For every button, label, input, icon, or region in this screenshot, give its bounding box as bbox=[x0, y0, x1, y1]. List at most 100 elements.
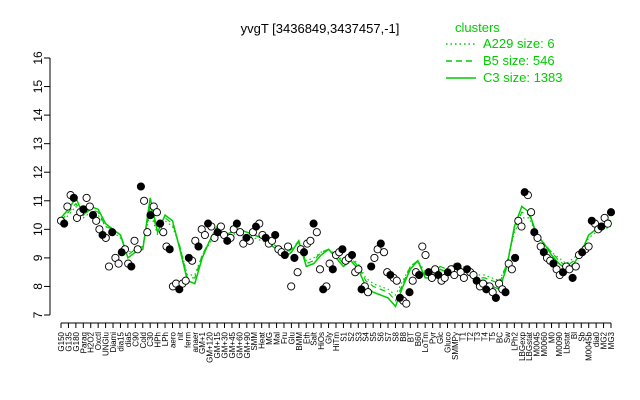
data-point bbox=[181, 276, 190, 285]
data-point-filled bbox=[280, 251, 289, 259]
data-point-filled bbox=[261, 234, 270, 242]
data-point bbox=[216, 222, 225, 231]
data-point-filled bbox=[338, 245, 347, 254]
data-point-filled bbox=[444, 268, 452, 277]
data-point-filled bbox=[386, 271, 395, 279]
data-point bbox=[507, 265, 516, 274]
x-tick-label: GM+60 bbox=[235, 331, 244, 358]
data-point-filled bbox=[156, 219, 164, 228]
x-tick-label: anaer bbox=[191, 332, 200, 353]
x-tick-label: M0045b bbox=[585, 331, 594, 360]
data-point-filled bbox=[319, 285, 328, 294]
x-tick-label: dia15 bbox=[116, 331, 125, 351]
data-point bbox=[533, 233, 542, 242]
data-point-filled bbox=[194, 242, 203, 251]
data-point-filled bbox=[233, 219, 241, 228]
data-point bbox=[379, 248, 389, 257]
y-tick-label: 16 bbox=[31, 51, 45, 65]
data-point-filled bbox=[165, 245, 174, 254]
data-point bbox=[130, 236, 139, 245]
x-tick-label: Cold bbox=[139, 332, 148, 348]
data-point bbox=[418, 242, 427, 251]
x-tick-label: BT bbox=[406, 332, 415, 342]
data-point-filled bbox=[348, 251, 356, 259]
x-tick-label: HiTm bbox=[332, 332, 341, 351]
x-tick-label: T3 bbox=[473, 331, 482, 341]
x-tick-label: B60 bbox=[414, 331, 423, 346]
data-point bbox=[584, 242, 593, 251]
data-point-filled bbox=[252, 222, 260, 231]
data-point bbox=[133, 245, 142, 254]
y-tick-label: 14 bbox=[31, 108, 45, 122]
data-point-filled bbox=[587, 217, 596, 225]
x-tick-label: MG bbox=[265, 332, 274, 345]
x-tick-label: GM+30 bbox=[221, 331, 230, 358]
x-tick-label: S3 bbox=[354, 331, 363, 341]
data-point-filled bbox=[185, 254, 193, 262]
y-tick-label: 9 bbox=[31, 254, 45, 261]
data-point bbox=[527, 208, 536, 217]
legend-label: C3 size: 1383 bbox=[483, 70, 563, 85]
data-point-filled bbox=[108, 228, 116, 237]
y-tick-label: 12 bbox=[31, 165, 45, 179]
x-tick-label: GM+15 bbox=[213, 331, 222, 358]
data-point bbox=[459, 273, 468, 282]
data-point bbox=[392, 276, 401, 285]
data-point-filled bbox=[290, 254, 299, 262]
x-tick-label: Sw bbox=[503, 332, 512, 343]
data-point-filled bbox=[597, 222, 606, 231]
data-point-filled bbox=[568, 274, 577, 282]
data-point bbox=[104, 262, 114, 271]
x-tick-label: aero bbox=[168, 331, 177, 348]
data-point bbox=[402, 299, 411, 308]
data-point bbox=[287, 282, 296, 291]
x-tick-label: T1 bbox=[458, 331, 467, 341]
data-point-filled bbox=[549, 259, 558, 268]
x-tick-label: dia5 bbox=[124, 331, 133, 347]
x-tick-label: SMMPy bbox=[451, 332, 460, 360]
data-point bbox=[421, 250, 430, 260]
data-point-filled bbox=[146, 211, 155, 219]
y-tick-label: 11 bbox=[31, 194, 45, 207]
x-tick-label: S4 bbox=[362, 331, 371, 341]
x-tick-label: ferm bbox=[183, 332, 192, 348]
data-point bbox=[82, 193, 91, 202]
data-point bbox=[370, 253, 379, 262]
x-tick-label: G135 bbox=[64, 331, 73, 351]
data-point bbox=[363, 288, 373, 297]
data-point bbox=[354, 265, 363, 274]
x-tick-label: G150 bbox=[57, 331, 66, 351]
y-tick-label: 15 bbox=[31, 80, 45, 94]
x-tick-label: G180 bbox=[72, 331, 81, 351]
y-tick-label: 7 bbox=[31, 311, 45, 318]
data-point bbox=[92, 216, 101, 225]
x-tick-label: Sb bbox=[577, 331, 586, 341]
x-tick-label: Salt bbox=[310, 331, 319, 346]
chart-title: yvgT [3436849,3437457,-1] bbox=[241, 21, 400, 36]
legend-label: B5 size: 546 bbox=[483, 53, 555, 68]
x-tick-label: Pyr bbox=[429, 332, 438, 344]
data-point-filled bbox=[472, 276, 481, 285]
x-tick-label: Lbstat bbox=[562, 331, 571, 354]
data-point-filled bbox=[559, 268, 567, 277]
data-point-filled bbox=[453, 262, 462, 271]
data-point bbox=[159, 228, 168, 237]
data-point-filled bbox=[70, 194, 78, 202]
data-point-filled bbox=[511, 254, 519, 262]
data-point-filled bbox=[415, 271, 423, 279]
legend: clusters A229 size: 6 B5 size: 546 C3 size… bbox=[446, 20, 563, 85]
x-tick-label: C90 bbox=[131, 331, 140, 346]
data-point bbox=[315, 265, 325, 274]
legend-label: A229 size: 6 bbox=[483, 36, 555, 51]
x-tick-label: Mal bbox=[273, 332, 282, 345]
data-points bbox=[56, 182, 616, 308]
data-point-filled bbox=[396, 294, 404, 302]
x-tick-label: S1 bbox=[339, 331, 348, 341]
x-tick-label: S7 bbox=[384, 331, 393, 341]
x-tick-label: S5 bbox=[369, 331, 378, 341]
x-tick-label: Diami bbox=[109, 332, 118, 353]
data-point-filled bbox=[175, 285, 184, 294]
data-point bbox=[140, 196, 149, 205]
x-tick-label: LPh bbox=[161, 332, 170, 346]
